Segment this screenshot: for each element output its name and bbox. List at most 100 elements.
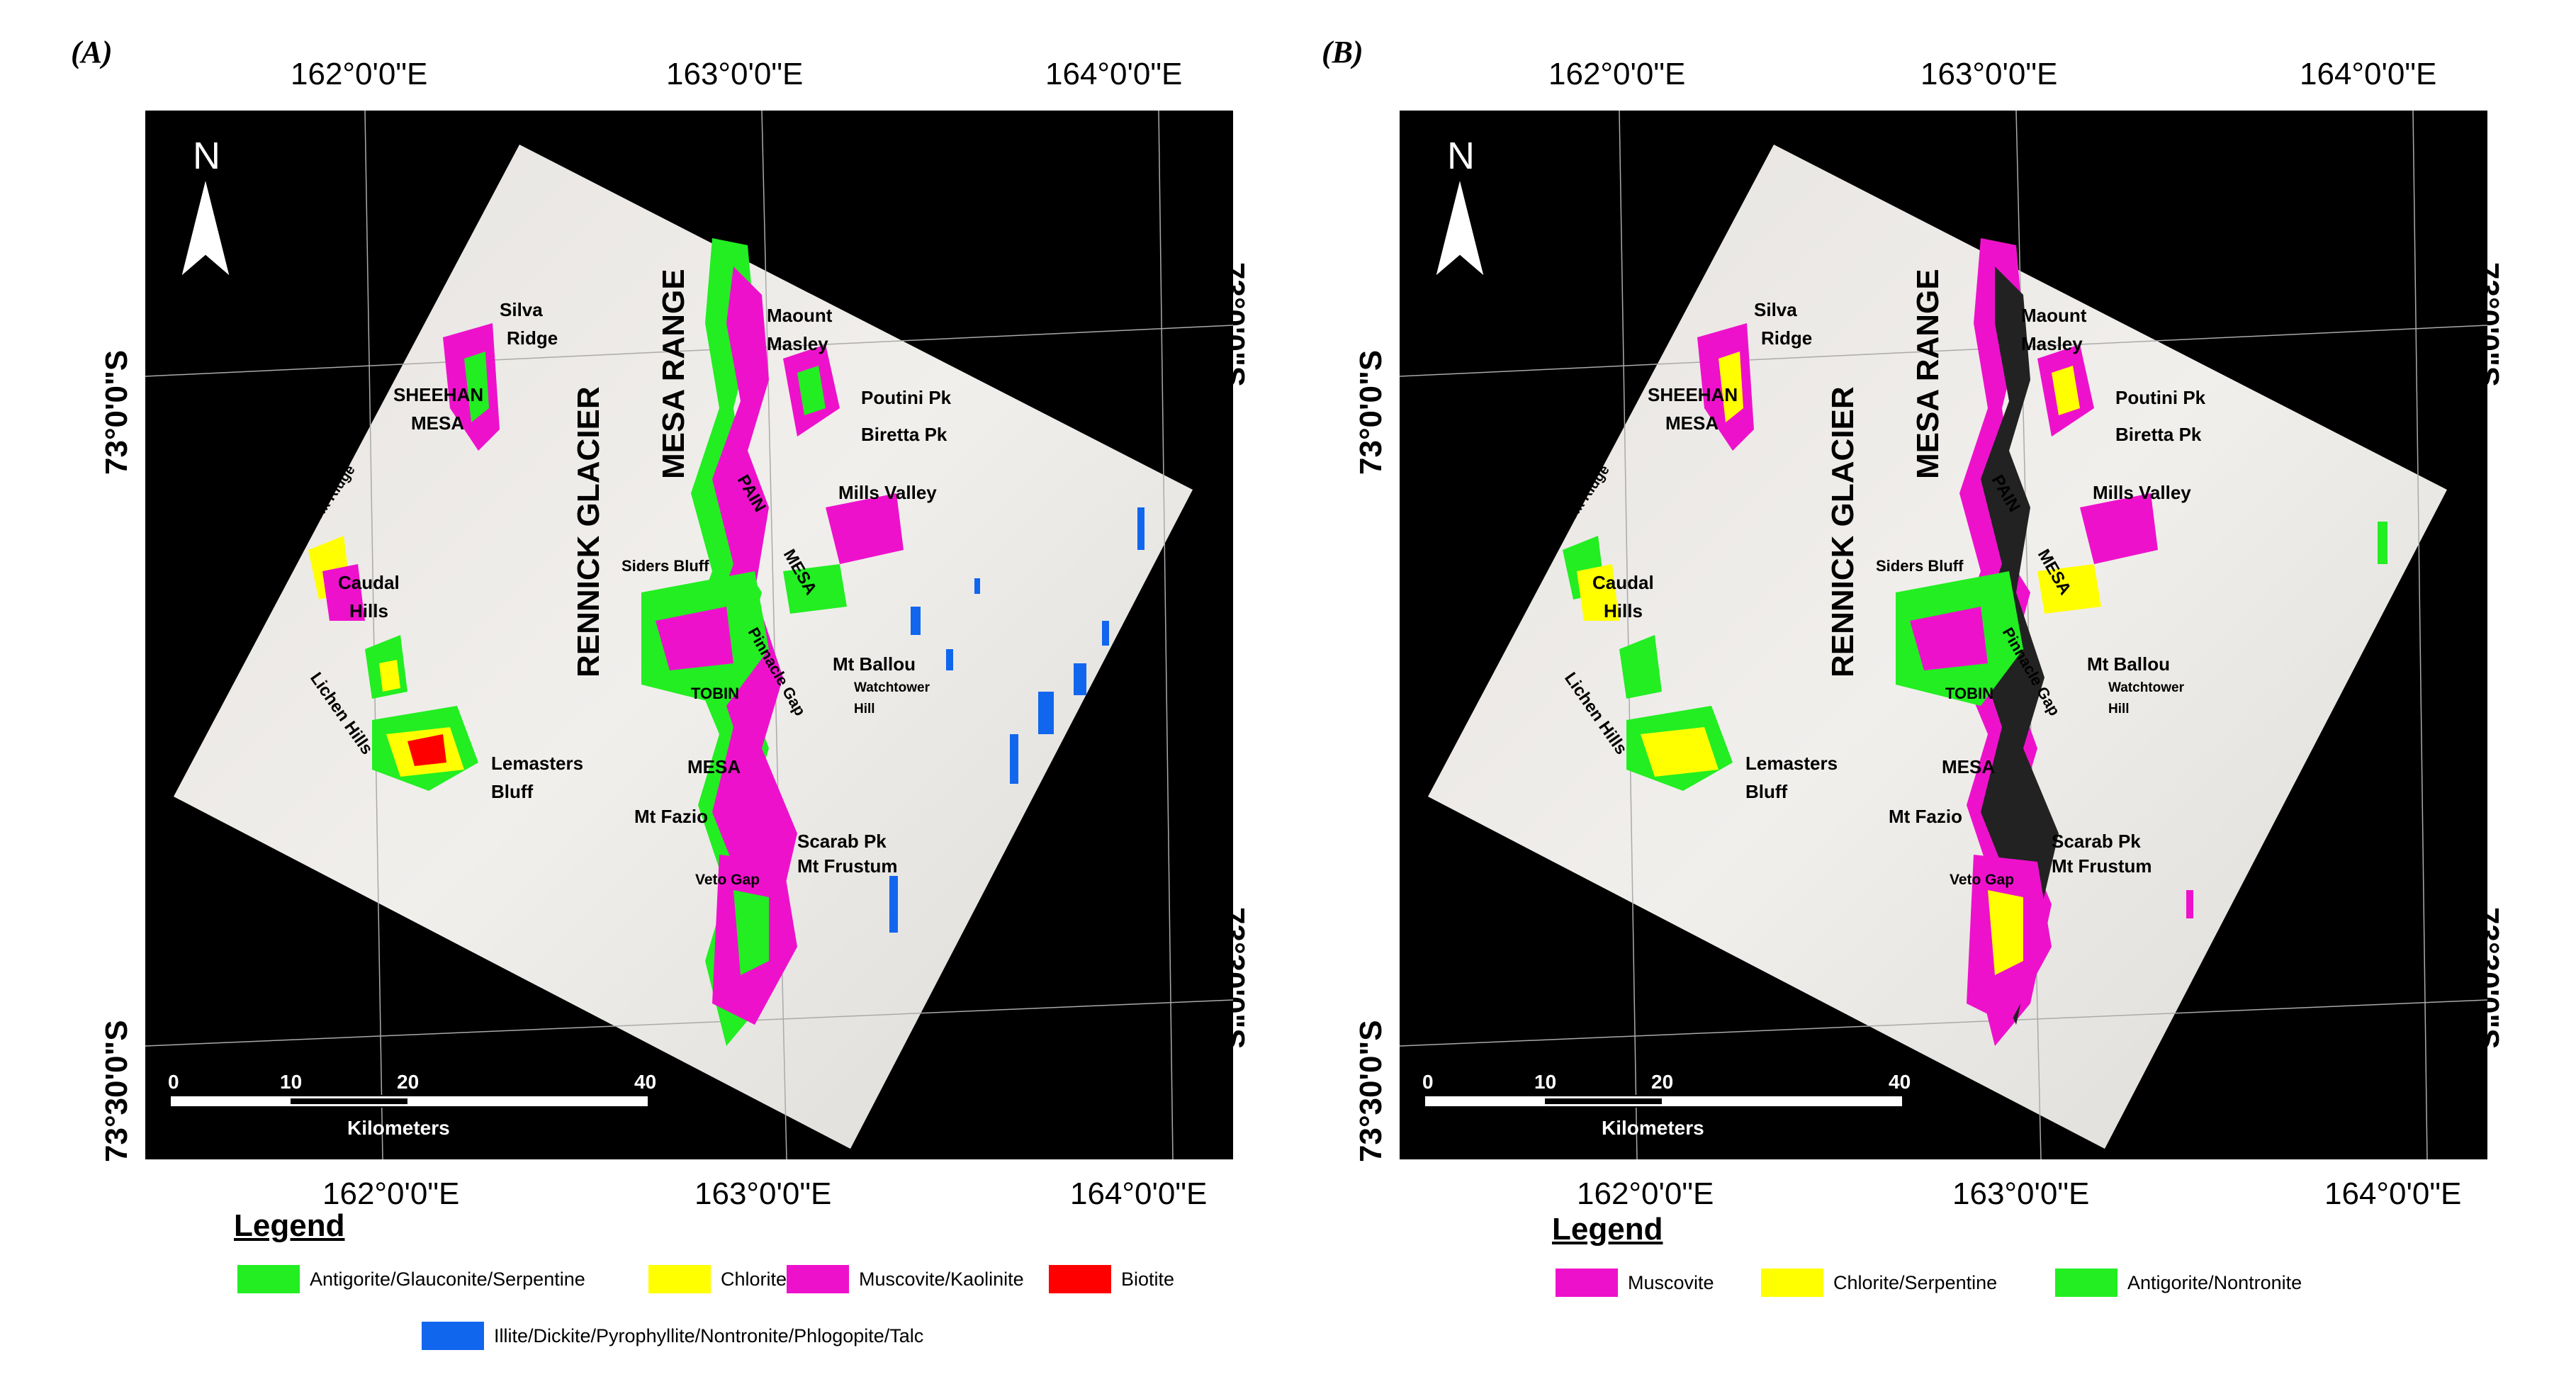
panel-a-bottom-lon-2: 163°0'0"E <box>694 1176 832 1211</box>
panel-b-scale-40: 40 <box>1889 1071 1911 1093</box>
panel-a-bottom-lon-3: 164°0'0"E <box>1070 1176 1208 1211</box>
place-veto-gap: Veto Gap <box>695 872 760 888</box>
place-veto-gap: Veto Gap <box>1950 872 2014 888</box>
panel-a-top-lon-1: 162°0'0"E <box>291 57 428 91</box>
place-ridge: Ridge <box>1761 327 1812 349</box>
panel-b-legend-title: Legend <box>1552 1212 1663 1247</box>
place-tobin: TOBIN <box>691 685 739 702</box>
panel-a-legend-item-3: Muscovite/Kaolinite <box>787 1265 1024 1293</box>
place-watchtower: Watchtower <box>854 680 930 695</box>
place-masley: Masley <box>767 333 828 354</box>
place-caudal: Caudal <box>338 572 400 593</box>
place-mt-frustum: Mt Frustum <box>797 855 898 877</box>
place-tobin-mesa: MESA <box>687 756 741 777</box>
legend-swatch-muscovite <box>1556 1269 1618 1297</box>
panel-b-bottom-lon-2: 163°0'0"E <box>1952 1176 2090 1211</box>
place-mills-valley: Mills Valley <box>838 482 937 503</box>
place-mt-frustum: Mt Frustum <box>2052 855 2152 877</box>
place-ridge: Ridge <box>507 327 558 349</box>
place-bluff: Bluff <box>491 781 534 802</box>
legend-label: Chlorite/Serpentine <box>1833 1271 1998 1293</box>
place-rennick-glacier: RENNICK GLACIER <box>571 386 606 677</box>
place-mt-ballou: Mt Ballou <box>2087 653 2170 675</box>
legend-label: Antigorite/Glauconite/Serpentine <box>310 1268 585 1290</box>
place-maount: Maount <box>767 305 833 326</box>
place-mt-fazio: Mt Fazio <box>1889 806 1962 827</box>
place-mt-ballou: Mt Ballou <box>833 653 916 675</box>
place-scarab-pk: Scarab Pk <box>2052 831 2141 852</box>
legend-swatch-chlorite-serpentine <box>1761 1269 1823 1297</box>
panel-a-mineral-patches <box>308 238 904 1046</box>
place-lemasters: Lemasters <box>491 753 583 774</box>
legend-swatch-illite <box>422 1322 484 1350</box>
place-hill: Hill <box>854 702 875 716</box>
panel-b-map-svg: N 0 10 20 40 Kilometers Silva Ridge SHEE… <box>1400 111 2487 1159</box>
place-mt-fazio: Mt Fazio <box>634 806 708 827</box>
panel-b-north-arrow <box>1434 177 1486 279</box>
panel-b-map: N 0 10 20 40 Kilometers Silva Ridge SHEE… <box>1400 111 2487 1159</box>
panel-b-left-lat-2: 73°30'0"S <box>1354 1020 1388 1162</box>
panel-b-label: (B) <box>1322 35 1363 69</box>
panel-a-top-lon-3: 164°0'0"E <box>1045 57 1183 91</box>
panel-b-top-lon-1: 162°0'0"E <box>1548 57 1686 91</box>
place-mesa-range: MESA RANGE <box>656 269 691 479</box>
place-lemasters: Lemasters <box>1745 753 1838 774</box>
panel-b-bottom-lon-3: 164°0'0"E <box>2324 1176 2462 1211</box>
place-sheehan: SHEEHAN <box>393 384 483 405</box>
place-sheehan: SHEEHAN <box>1648 384 1738 405</box>
panel-a-graticule <box>145 111 1233 1159</box>
panel-a-left-lat-1: 73°0'0"S <box>99 349 134 475</box>
place-scarab-pk: Scarab Pk <box>797 831 887 852</box>
panel-b-top-lon-3: 164°0'0"E <box>2300 57 2437 91</box>
panel-a-scale-0: 0 <box>168 1071 179 1093</box>
panel-a-legend-item-5: Illite/Dickite/Pyrophyllite/Nontronite/P… <box>422 1322 923 1350</box>
legend-swatch-antigorite <box>237 1265 300 1293</box>
panel-a-bottom-lon-1: 162°0'0"E <box>322 1176 460 1211</box>
legend-label: Biotite <box>1121 1268 1175 1290</box>
place-tobin-mesa: MESA <box>1942 756 1995 777</box>
place-rennick-glacier: RENNICK GLACIER <box>1826 386 1860 677</box>
place-sheehan-mesa: MESA <box>1665 412 1719 434</box>
panel-a-left-lat-2: 73°30'0"S <box>99 1020 134 1162</box>
place-biretta-pk: Biretta Pk <box>2115 424 2202 445</box>
place-siders-bluff: Siders Bluff <box>1876 557 1964 575</box>
panel-a-legend-item-1: Antigorite/Glauconite/Serpentine <box>237 1265 585 1293</box>
panel-b-legend-item-1: Muscovite <box>1556 1269 1714 1297</box>
legend-label: Muscovite <box>1628 1271 1714 1293</box>
panel-a-scale-bar <box>169 1095 649 1108</box>
legend-swatch-muscovite <box>787 1265 849 1293</box>
panel-a-map-svg: N 0 10 20 40 Kilometers Silva Ridge SHEE… <box>145 111 1233 1159</box>
panel-b-graticule <box>1400 111 2487 1159</box>
legend-label: Illite/Dickite/Pyrophyllite/Nontronite/P… <box>494 1325 924 1346</box>
place-bluff: Bluff <box>1745 781 1788 802</box>
panel-b-scale-10: 10 <box>1534 1071 1556 1093</box>
panel-b-legend-item-2: Chlorite/Serpentine <box>1761 1269 1997 1297</box>
legend-label: Antigorite/Nontronite <box>2127 1271 2302 1293</box>
panel-a-north-arrow <box>179 177 232 279</box>
panel-a-scale-40: 40 <box>634 1071 656 1093</box>
panel-a-north-label: N <box>193 135 220 177</box>
panel-a-illite-scatter <box>889 507 1144 933</box>
place-tobin: TOBIN <box>1945 685 1993 702</box>
panel-b-scale-bar <box>1424 1095 1903 1108</box>
place-maount: Maount <box>2021 305 2087 326</box>
place-siders-bluff: Siders Bluff <box>621 557 709 575</box>
panel-a-scale-10: 10 <box>280 1071 302 1093</box>
panel-b-mineral-patches <box>1563 238 2387 1046</box>
panel-b-top-lon-2: 163°0'0"E <box>1920 57 2058 91</box>
place-mesa-range: MESA RANGE <box>1911 269 1945 479</box>
place-biretta-pk: Biretta Pk <box>861 424 947 445</box>
place-silva: Silva <box>1754 299 1797 320</box>
panel-b-scale-unit: Kilometers <box>1602 1117 1704 1139</box>
panel-a-scale-20: 20 <box>397 1071 419 1093</box>
place-sheehan-mesa: MESA <box>411 412 464 434</box>
panel-b-scale-20: 20 <box>1651 1071 1673 1093</box>
place-poutini-pk: Poutini Pk <box>2115 387 2206 408</box>
place-caudal: Caudal <box>1592 572 1654 593</box>
place-masley: Masley <box>2021 333 2083 354</box>
place-watchtower: Watchtower <box>2108 680 2185 695</box>
place-mills-valley: Mills Valley <box>2093 482 2191 503</box>
panel-b-north-label: N <box>1447 135 1475 177</box>
panel-a-scale-unit: Kilometers <box>347 1117 450 1139</box>
panel-b-bottom-lon-1: 162°0'0"E <box>1577 1176 1714 1211</box>
